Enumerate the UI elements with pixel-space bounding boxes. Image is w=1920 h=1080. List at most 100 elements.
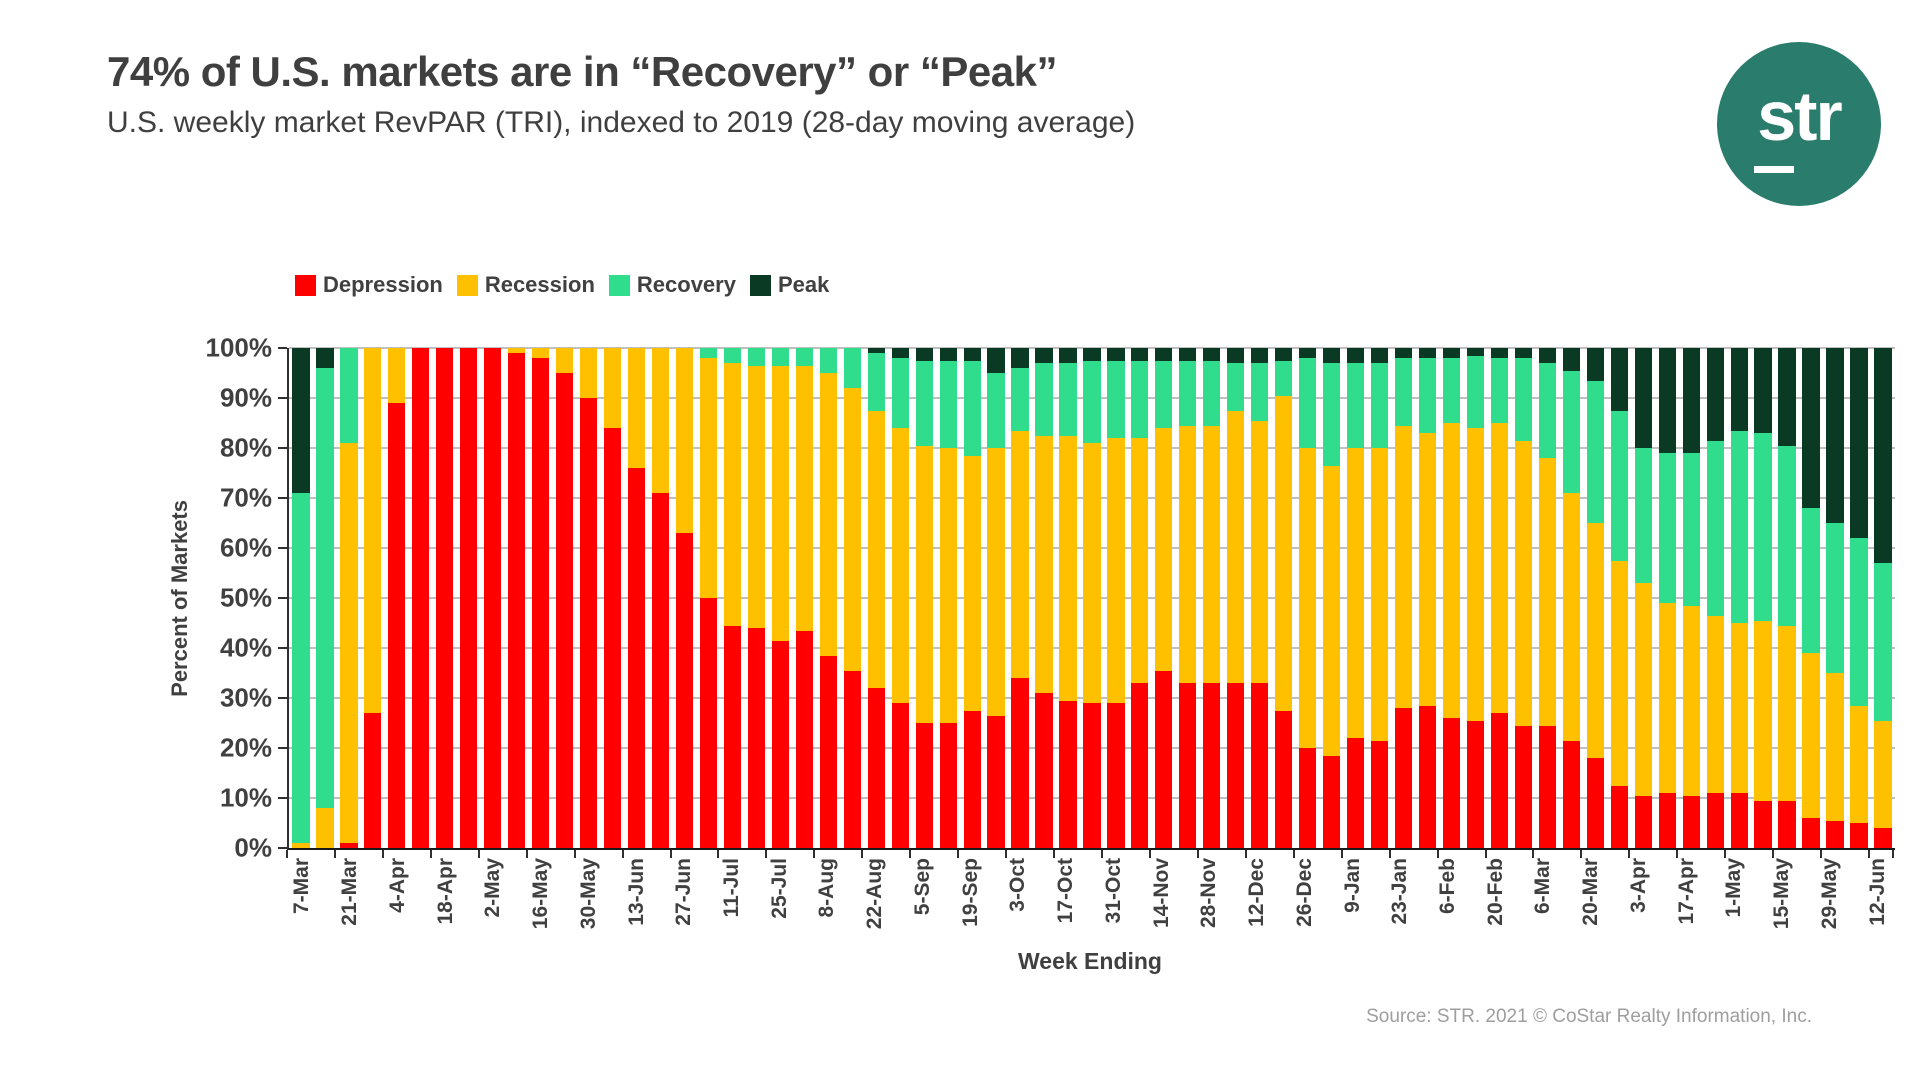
x-tick-label: 1-May <box>1722 858 1746 918</box>
bar-segment-peak <box>1538 348 1556 363</box>
bar-segment-depression <box>1370 740 1389 848</box>
bar-segment-recession <box>1514 440 1532 726</box>
bar-segment-peak <box>1418 348 1437 358</box>
bar-segment-depression <box>1083 703 1101 848</box>
y-tick-label: 10% <box>219 782 272 813</box>
bar-segment-peak <box>939 348 957 361</box>
bar-slot <box>1299 348 1317 848</box>
bar-segment-depression <box>1155 670 1173 848</box>
stacked-bar-20-Feb <box>1490 348 1509 848</box>
x-tick-mark <box>1820 850 1823 858</box>
bar-segment-depression <box>1466 720 1485 848</box>
x-label-slot <box>751 858 761 943</box>
bar-segment-recession <box>1610 560 1628 786</box>
bar-segment-depression <box>699 598 718 848</box>
x-tick-label: 3-Apr <box>1626 858 1650 913</box>
bar-slot <box>436 348 454 848</box>
bar-slot <box>867 348 885 848</box>
stacked-bar-6-Feb <box>1442 348 1461 848</box>
bar-slot <box>388 348 406 848</box>
bar-slot <box>843 348 861 848</box>
y-tick-label: 80% <box>219 432 272 463</box>
stacked-bar-14-Nov <box>1155 348 1173 848</box>
x-label-slot: 23-Jan <box>1388 858 1412 943</box>
bar-segment-recovery <box>1850 538 1868 706</box>
y-tick-label: 70% <box>219 482 272 513</box>
bar-segment-depression <box>1227 683 1245 848</box>
bar-slot <box>1155 348 1173 848</box>
bar-slot <box>1227 348 1245 848</box>
y-tick-label: 100% <box>205 332 273 363</box>
x-label-slot <box>1801 858 1811 943</box>
bar-slot <box>915 348 933 848</box>
stacked-bar-13-Jun <box>627 348 646 848</box>
bar-segment-depression <box>675 533 694 848</box>
bar-slot <box>987 348 1005 848</box>
bar-segment-depression <box>1730 793 1748 848</box>
legend-label: Depression <box>323 272 443 297</box>
x-label-slot: 22-Aug <box>863 858 887 943</box>
bar-segment-depression <box>1874 828 1892 848</box>
bar-segment-depression <box>1802 818 1820 848</box>
bar-segment-depression <box>1490 713 1509 848</box>
bar-segment-recession <box>1562 493 1580 741</box>
bar-segment-depression <box>1826 820 1844 848</box>
bar-slot <box>1131 348 1149 848</box>
bar-segment-depression <box>1059 700 1077 848</box>
bar-segment-depression <box>987 715 1005 848</box>
bar-segment-depression <box>1778 800 1796 848</box>
stacked-bar-29-May <box>1826 348 1844 848</box>
bar-segment-peak <box>1011 348 1029 368</box>
bar-segment-depression <box>1562 740 1580 848</box>
x-tick-mark <box>957 850 960 858</box>
stacked-bar-24-Apr <box>1706 348 1724 848</box>
stacked-bar-20-Mar <box>1586 348 1604 848</box>
bar-segment-depression <box>603 428 622 848</box>
bar-slot <box>1634 348 1652 848</box>
x-label-slot: 3-Apr <box>1627 858 1651 943</box>
bar-segment-recovery <box>1826 523 1844 673</box>
x-label-slot: 3-Oct <box>1006 858 1030 943</box>
stacked-bar-8-May <box>1754 348 1772 848</box>
bar-segment-recession <box>1107 438 1125 703</box>
bar-segment-depression <box>460 348 478 848</box>
bar-segment-recovery <box>747 348 765 366</box>
bar-segment-recession <box>316 808 334 848</box>
bar-segment-depression <box>1251 683 1269 848</box>
x-label-slot <box>321 858 331 943</box>
page-title: 74% of U.S. markets are in “Recovery” or… <box>107 48 1057 95</box>
x-tick-mark <box>1868 850 1871 858</box>
x-label-slot <box>894 858 904 943</box>
bar-segment-peak <box>1035 348 1053 363</box>
x-tick-mark <box>1628 850 1631 858</box>
bar-segment-depression <box>1131 683 1149 848</box>
bar-segment-recession <box>388 348 406 403</box>
x-label-slot <box>1371 858 1381 943</box>
bar-segment-peak <box>1179 348 1197 361</box>
x-label-slot <box>799 858 809 943</box>
x-label-slot <box>1228 858 1238 943</box>
x-tick-label: 20-Mar <box>1579 858 1603 926</box>
source-attribution: Source: STR. 2021 © CoStar Realty Inform… <box>1366 1006 1812 1027</box>
bar-segment-recession <box>340 443 358 843</box>
bar-slot <box>364 348 382 848</box>
x-tick-mark <box>1436 850 1439 858</box>
bar-segment-recovery <box>1778 445 1796 626</box>
x-label-slot: 19-Sep <box>959 858 983 943</box>
x-label-slot: 17-Apr <box>1675 858 1699 943</box>
legend-label: Recession <box>484 272 595 297</box>
bar-slot <box>1562 348 1580 848</box>
x-tick-label: 26-Dec <box>1292 858 1316 927</box>
x-tick-mark <box>909 850 912 858</box>
bar-segment-recovery <box>1035 363 1053 436</box>
bar-slot <box>1610 348 1628 848</box>
stacked-bar-30-Jan <box>1418 348 1437 848</box>
bar-segment-depression <box>508 353 526 848</box>
stacked-bar-21-Nov <box>1179 348 1197 848</box>
stacked-bar-10-Apr <box>1658 348 1676 848</box>
bar-slot <box>699 348 718 848</box>
stacked-bar-20-Jun <box>651 348 670 848</box>
bar-segment-recovery <box>1442 358 1461 423</box>
y-tick-label: 90% <box>219 382 272 413</box>
bar-segment-recession <box>1850 705 1868 823</box>
